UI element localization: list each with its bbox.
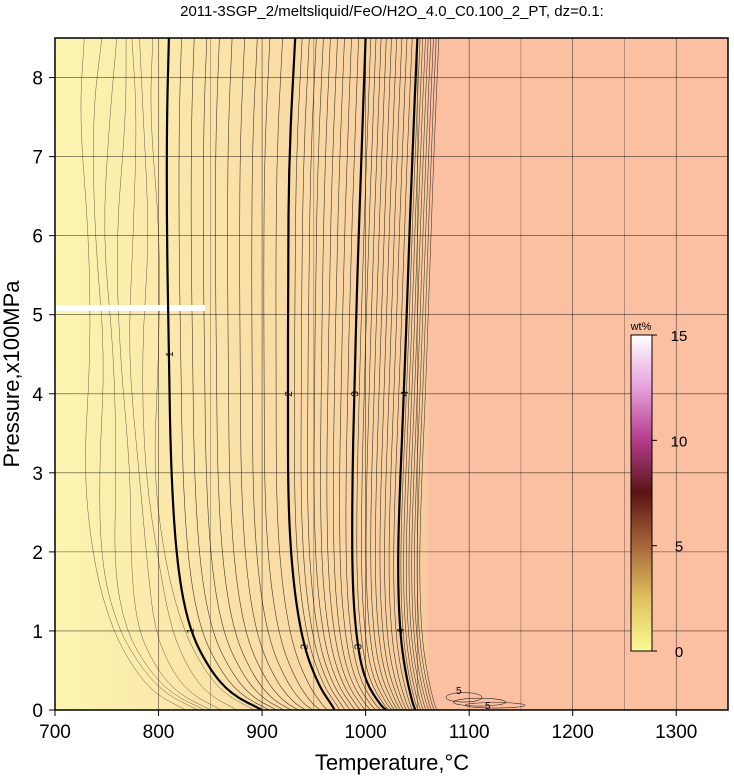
x-tick-label: 900 [246, 722, 278, 743]
background-high-region [428, 38, 728, 710]
y-tick-label: 2 [32, 543, 43, 564]
x-tick-label: 1200 [552, 722, 594, 743]
colorbar-tick-label: 15 [671, 328, 688, 345]
colorbar-tick-label: 0 [675, 644, 683, 661]
contour-line-thin [408, 38, 429, 710]
contour-line-thin [227, 38, 299, 710]
contour-line-thin [416, 38, 437, 710]
contour-line-thin [190, 38, 277, 710]
contour-line-thin [80, 38, 186, 710]
contour-line-thin [307, 38, 351, 710]
contour-line-thin [104, 38, 205, 710]
contour-line-thin [370, 38, 399, 710]
contour-line-thin [150, 38, 255, 710]
contour-line-thin [361, 38, 393, 710]
contour-line-thin [326, 38, 366, 710]
contour-line-2 [286, 38, 336, 710]
plot-frame [54, 37, 729, 711]
contour-line-1 [165, 38, 263, 710]
contour-loop [453, 697, 506, 707]
y-tick-label: 1 [32, 622, 43, 643]
contour-label: 1 [186, 628, 197, 634]
contour-line-thin [320, 38, 361, 710]
contour-line-thin [384, 38, 407, 710]
contour-label: 3 [353, 643, 364, 649]
x-tick-label: 700 [39, 722, 71, 743]
contour-line-thin [294, 38, 340, 710]
contour-label-small: 5 [485, 701, 491, 712]
contour-line-thin [202, 38, 284, 710]
colorbar-fill [630, 334, 653, 652]
contour-line-thin [178, 38, 270, 710]
contour-line-3 [351, 38, 387, 710]
contour-line-thin [388, 38, 410, 710]
y-tick-label: 7 [32, 148, 43, 169]
colorbar: wt% 0 5 10 15 [630, 321, 688, 661]
contour-line-thin [411, 38, 432, 710]
contour-line-thin [129, 38, 222, 710]
contour-line-thin [406, 38, 426, 710]
y-tick-label: 0 [32, 701, 43, 722]
colorbar-tick-label: 10 [671, 433, 688, 450]
contour-line-thin [400, 38, 421, 710]
contour-label: 4 [396, 628, 407, 634]
x-tick-label: 1000 [344, 722, 386, 743]
contour-label: 2 [299, 643, 310, 649]
x-axis-label: Temperature,°C [315, 750, 469, 775]
y-axis-label: Pressure,x100MPa [0, 280, 24, 468]
contour-line-thin [339, 38, 377, 710]
contour-line-thin [251, 38, 313, 710]
labeled-contour-lines: 1 1 2 2 3 3 4 4 5 5 [165, 38, 491, 712]
contour-line-thin [379, 38, 404, 710]
contour-line-thin [375, 38, 402, 710]
colorbar-unit: wt% [630, 321, 652, 333]
thin-contour-lines [80, 38, 526, 710]
x-tick-label: 1100 [449, 722, 490, 743]
contour-line-thin [239, 38, 306, 710]
contour-label: 4 [400, 390, 411, 396]
white-gap-bar [55, 305, 205, 311]
y-tick-label: 3 [32, 464, 43, 485]
contour-line-thin [93, 38, 198, 710]
contour-line-thin [345, 38, 382, 710]
contour-loop [464, 702, 526, 709]
contour-line-thin [215, 38, 292, 710]
contour-label: 2 [284, 390, 295, 396]
y-tick-label: 4 [32, 385, 43, 406]
contour-line-thin [365, 38, 396, 710]
plot-area: 1 1 2 2 3 3 4 4 5 5 [55, 38, 728, 712]
colorbar-ticks: 0 5 10 15 [652, 328, 687, 661]
contour-line-thin [332, 38, 372, 710]
contour-label: 1 [165, 351, 176, 357]
chart-title: 2011-3SGP_2/meltsliquid/FeO/H2O_4.0_C0.1… [180, 3, 604, 20]
contour-line-thin [356, 38, 390, 710]
x-tick-label: 800 [143, 722, 175, 743]
contour-label-small: 5 [456, 686, 462, 697]
x-tick-label: 1300 [655, 722, 697, 743]
y-tick-label: 6 [32, 227, 43, 248]
x-axis-ticks: 700 800 900 1000 1100 1200 1300 [39, 710, 697, 743]
contour-line-thin [275, 38, 328, 710]
y-tick-label: 8 [32, 69, 43, 90]
contour-line-thin [117, 38, 211, 710]
y-axis-ticks: 0 1 2 3 4 5 6 7 8 [32, 69, 55, 722]
contour-line-thin [139, 38, 238, 710]
contour-line-thin [393, 38, 413, 710]
y-tick-label: 5 [32, 306, 43, 327]
colorbar-tick-label: 5 [675, 539, 683, 556]
contour-line-thin [300, 38, 346, 710]
contour-label: 3 [350, 390, 361, 396]
contour-loop [445, 692, 483, 703]
contour-line-4 [397, 38, 419, 710]
contour-line-thin [419, 38, 440, 710]
